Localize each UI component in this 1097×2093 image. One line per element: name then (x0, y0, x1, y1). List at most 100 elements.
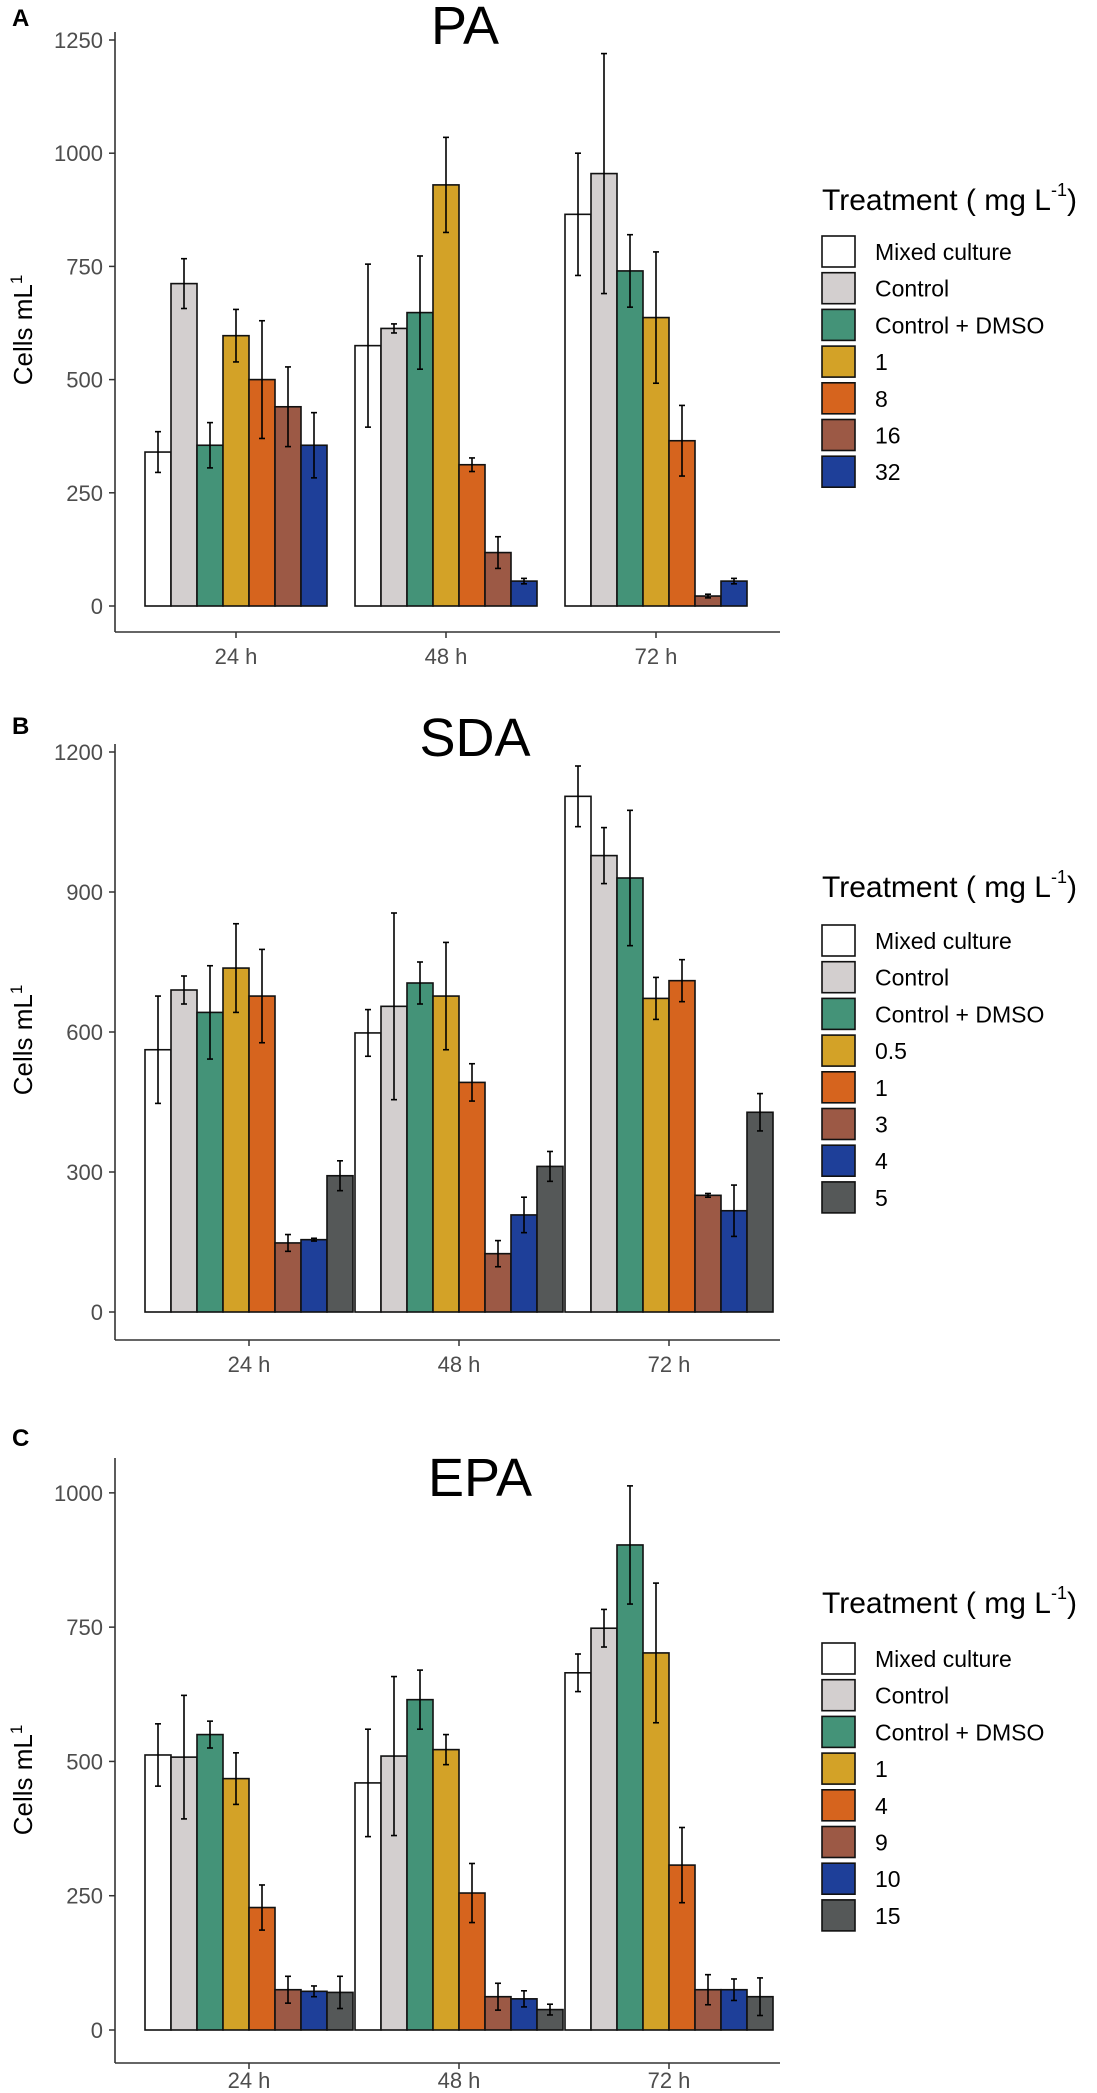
y-tick-label: 0 (91, 594, 103, 619)
legend-swatch (821, 455, 856, 489)
legend-item-label: Control + DMSO (875, 1719, 1044, 1745)
legend-swatch (821, 345, 856, 378)
y-tick-label: 300 (66, 1160, 103, 1185)
bar (536, 1165, 564, 1313)
bar (222, 967, 250, 1313)
bar (380, 327, 408, 607)
bar (170, 282, 198, 607)
legend-item-label: 10 (875, 1866, 901, 1892)
x-tick-label: 24 h (215, 644, 258, 669)
legend-swatch (821, 381, 856, 415)
bar (274, 1242, 302, 1313)
legend-item-label: 3 (875, 1112, 888, 1138)
legend-swatch (821, 235, 856, 268)
legend-item-label: 0.5 (875, 1038, 907, 1064)
legend-swatch (821, 924, 856, 957)
legend-item-label: Mixed culture (875, 239, 1012, 265)
legend-title-superscript: -1 (1051, 180, 1067, 200)
bar (564, 795, 592, 1313)
bar (222, 334, 250, 607)
y-tick-label: 1000 (54, 141, 103, 166)
legend-swatch (821, 1034, 856, 1067)
legend-item-label: 32 (875, 459, 901, 485)
bar (590, 854, 618, 1313)
legend-item-label: Control + DMSO (875, 1001, 1044, 1027)
legend-swatch (821, 1825, 856, 1859)
bar (354, 1032, 382, 1313)
bar (300, 1238, 328, 1313)
bar (222, 1777, 250, 2031)
y-tick-label: 900 (66, 880, 103, 905)
bar (694, 1194, 722, 1313)
y-tick-label: 600 (66, 1020, 103, 1045)
legend-item-label: Mixed culture (875, 1646, 1012, 1672)
bar (642, 997, 670, 1313)
legend-item-label: 9 (875, 1830, 888, 1856)
legend-title-superscript: -1 (1051, 1583, 1067, 1603)
bar (326, 1174, 354, 1313)
y-axis-label: Cells mL1 (7, 275, 38, 386)
legend-item-label: Control + DMSO (875, 312, 1044, 338)
y-axis-label-superscript: 1 (7, 275, 26, 284)
y-tick-label: 500 (66, 368, 103, 393)
legend-item-label: 1 (875, 1075, 888, 1101)
panel-label: B (12, 713, 29, 740)
bar (144, 451, 172, 607)
bar (458, 463, 486, 607)
legend-item-label: 8 (875, 386, 888, 412)
legend-swatch (821, 1899, 856, 1932)
legend-item-label: 16 (875, 423, 901, 449)
legend-title-text: Treatment ( mg L (822, 184, 1051, 217)
bar (432, 184, 460, 607)
bar (720, 580, 748, 607)
bar (406, 982, 434, 1313)
legend-swatch (821, 1144, 856, 1177)
x-tick-label: 72 h (635, 644, 678, 669)
y-tick-label: 1000 (54, 1481, 103, 1506)
panel-label: A (12, 5, 29, 32)
chart-title: SDA (419, 708, 530, 768)
legend-item-label: 4 (875, 1148, 888, 1174)
legend-title: Treatment ( mg L-1) (822, 180, 1077, 217)
y-tick-label: 250 (66, 1884, 103, 1909)
y-tick-label: 1250 (54, 28, 103, 53)
legend-swatch (821, 1181, 856, 1214)
x-tick-label: 48 h (425, 644, 468, 669)
legend-swatch (821, 271, 856, 305)
legend-item-label: Control (875, 1683, 949, 1709)
x-tick-label: 48 h (438, 2068, 481, 2093)
bar (668, 979, 696, 1313)
legend-swatch (821, 1642, 856, 1675)
bar (590, 1627, 618, 2031)
bar (458, 1081, 486, 1313)
bar (616, 1544, 644, 2031)
legend-title-text: Treatment ( mg L (822, 1587, 1051, 1620)
legend: Treatment ( mg L-1) Mixed culture Control C… (821, 1583, 1077, 1932)
x-tick-label: 72 h (648, 1352, 691, 1377)
legend-item-label: 1 (875, 1756, 888, 1782)
bar (564, 213, 592, 607)
x-tick-label: 24 h (228, 2068, 271, 2093)
bar (144, 1754, 172, 2031)
legend: Treatment ( mg L-1) Mixed culture Control C… (821, 180, 1077, 489)
y-tick-label: 750 (66, 254, 103, 279)
bar (616, 270, 644, 607)
legend-title-end: ) (1067, 1587, 1077, 1620)
legend-swatch (821, 960, 856, 994)
chart-title: EPA (428, 1448, 532, 1508)
panel-label: C (12, 1425, 29, 1452)
legend-swatch (821, 1071, 856, 1104)
y-axis-label-text: Cells mL (8, 1734, 38, 1835)
legend-swatch (821, 1678, 856, 1712)
legend-swatch (821, 1107, 856, 1141)
legend-title-text: Treatment ( mg L (822, 871, 1051, 904)
legend-title-end: ) (1067, 184, 1077, 217)
y-tick-label: 0 (91, 1300, 103, 1325)
legend-swatch (821, 308, 856, 342)
legend-title-superscript: -1 (1051, 867, 1067, 887)
legend-title-end: ) (1067, 871, 1077, 904)
